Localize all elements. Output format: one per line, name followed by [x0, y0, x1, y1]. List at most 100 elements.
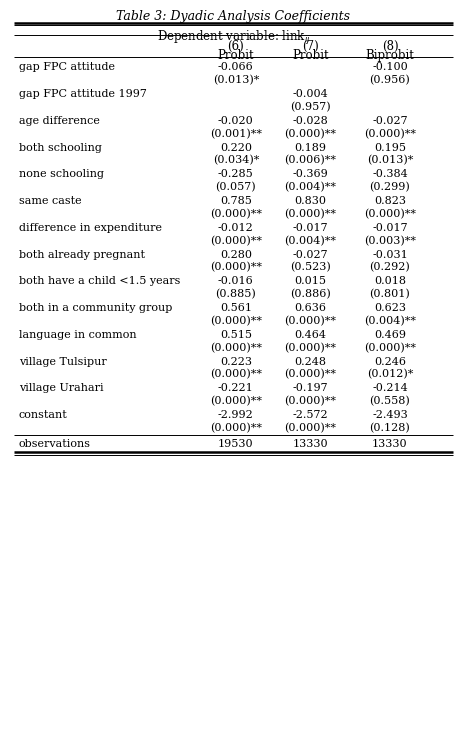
- Text: -0.221: -0.221: [218, 383, 254, 394]
- Text: -0.285: -0.285: [218, 169, 254, 180]
- Text: 0.248: 0.248: [295, 356, 326, 366]
- Text: both have a child <1.5 years: both have a child <1.5 years: [19, 276, 180, 287]
- Text: -0.027: -0.027: [372, 116, 408, 126]
- Text: -2.572: -2.572: [293, 410, 328, 420]
- Text: Table 3: Dyadic Analysis Coefficients: Table 3: Dyadic Analysis Coefficients: [116, 10, 351, 23]
- Text: 19530: 19530: [218, 438, 254, 449]
- Text: (0.003)**: (0.003)**: [364, 235, 416, 246]
- Text: -0.100: -0.100: [372, 62, 408, 73]
- Text: (0.523): (0.523): [290, 262, 331, 273]
- Text: none schooling: none schooling: [19, 169, 104, 180]
- Text: (0.001)**: (0.001)**: [210, 128, 262, 139]
- Text: (0.000)**: (0.000)**: [284, 396, 337, 407]
- Text: (0.128): (0.128): [369, 423, 410, 433]
- Text: 0.220: 0.220: [220, 142, 252, 152]
- Text: (0.000)**: (0.000)**: [284, 316, 337, 326]
- Text: constant: constant: [19, 410, 67, 420]
- Text: 0.018: 0.018: [374, 276, 406, 287]
- Text: 0.830: 0.830: [295, 196, 326, 206]
- Text: (0.000)**: (0.000)**: [284, 369, 337, 380]
- Text: 0.785: 0.785: [220, 196, 252, 206]
- Text: (0.000)**: (0.000)**: [210, 262, 262, 273]
- Text: 0.469: 0.469: [374, 330, 406, 340]
- Text: (0.299): (0.299): [369, 182, 410, 193]
- Text: (0.885): (0.885): [215, 289, 256, 300]
- Text: 0.280: 0.280: [220, 249, 252, 259]
- Text: -0.020: -0.020: [218, 116, 254, 126]
- Text: language in common: language in common: [19, 330, 136, 340]
- Text: 13330: 13330: [372, 438, 408, 449]
- Text: -0.028: -0.028: [293, 116, 328, 126]
- Text: -0.384: -0.384: [372, 169, 408, 180]
- Text: (0.000)**: (0.000)**: [284, 128, 337, 139]
- Text: (0.886): (0.886): [290, 289, 331, 300]
- Text: gap FPC attitude: gap FPC attitude: [19, 62, 115, 73]
- Text: -2.992: -2.992: [218, 410, 254, 420]
- Text: Probit: Probit: [218, 49, 254, 62]
- Text: 0.195: 0.195: [374, 142, 406, 152]
- Text: -0.012: -0.012: [218, 223, 254, 233]
- Text: -0.197: -0.197: [293, 383, 328, 394]
- Text: 0.464: 0.464: [295, 330, 326, 340]
- Text: -0.004: -0.004: [293, 89, 328, 99]
- Text: (7): (7): [302, 40, 319, 54]
- Text: (0.004)**: (0.004)**: [284, 235, 337, 246]
- Text: both in a community group: both in a community group: [19, 303, 172, 313]
- Text: (0.000)**: (0.000)**: [210, 316, 262, 326]
- Text: (0.558): (0.558): [369, 396, 410, 407]
- Text: (0.057): (0.057): [216, 182, 256, 193]
- Text: 0.636: 0.636: [295, 303, 326, 313]
- Text: (0.000)**: (0.000)**: [284, 209, 337, 219]
- Text: observations: observations: [19, 438, 91, 449]
- Text: Probit: Probit: [292, 49, 329, 62]
- Text: age difference: age difference: [19, 116, 99, 126]
- Text: 13330: 13330: [293, 438, 328, 449]
- Text: (0.000)**: (0.000)**: [364, 209, 416, 219]
- Text: Biprobit: Biprobit: [366, 49, 414, 62]
- Text: (0.957): (0.957): [290, 102, 331, 112]
- Text: -2.493: -2.493: [372, 410, 408, 420]
- Text: -0.017: -0.017: [372, 223, 408, 233]
- Text: -0.369: -0.369: [293, 169, 328, 180]
- Text: (0.000)**: (0.000)**: [364, 342, 416, 353]
- Text: difference in expenditure: difference in expenditure: [19, 223, 162, 233]
- Text: (8): (8): [382, 40, 398, 54]
- Text: 0.223: 0.223: [220, 356, 252, 366]
- Text: (0.004)**: (0.004)**: [364, 316, 416, 326]
- Text: both already pregnant: both already pregnant: [19, 249, 145, 259]
- Text: 0.015: 0.015: [295, 276, 326, 287]
- Text: (0.000)**: (0.000)**: [284, 423, 337, 433]
- Text: -0.031: -0.031: [372, 249, 408, 259]
- Text: (0.013)*: (0.013)*: [367, 155, 413, 166]
- Text: (0.000)**: (0.000)**: [284, 342, 337, 353]
- Text: 0.623: 0.623: [374, 303, 406, 313]
- Text: gap FPC attitude 1997: gap FPC attitude 1997: [19, 89, 147, 99]
- Text: 0.515: 0.515: [220, 330, 252, 340]
- Text: (0.000)**: (0.000)**: [210, 423, 262, 433]
- Text: (0.292): (0.292): [369, 262, 410, 273]
- Text: -0.066: -0.066: [218, 62, 254, 73]
- Text: (0.000)**: (0.000)**: [364, 128, 416, 139]
- Text: -0.027: -0.027: [293, 249, 328, 259]
- Text: (0.000)**: (0.000)**: [210, 235, 262, 246]
- Text: (0.012)*: (0.012)*: [367, 369, 413, 380]
- Text: (0.013)*: (0.013)*: [212, 75, 259, 86]
- Text: 0.823: 0.823: [374, 196, 406, 206]
- Text: (0.000)**: (0.000)**: [210, 369, 262, 380]
- Text: village Tulsipur: village Tulsipur: [19, 356, 106, 366]
- Text: 0.561: 0.561: [220, 303, 252, 313]
- Text: (0.000)**: (0.000)**: [210, 209, 262, 219]
- Text: 0.189: 0.189: [295, 142, 326, 152]
- Text: -0.017: -0.017: [293, 223, 328, 233]
- Text: (0.801): (0.801): [369, 289, 410, 300]
- Text: (0.000)**: (0.000)**: [210, 396, 262, 407]
- Text: 0.246: 0.246: [374, 356, 406, 366]
- Text: village Urahari: village Urahari: [19, 383, 103, 394]
- Text: -0.016: -0.016: [218, 276, 254, 287]
- Text: (0.000)**: (0.000)**: [210, 342, 262, 353]
- Text: (0.034)*: (0.034)*: [212, 155, 259, 166]
- Text: (6): (6): [227, 40, 244, 54]
- Text: both schooling: both schooling: [19, 142, 101, 152]
- Text: (0.006)**: (0.006)**: [284, 155, 337, 166]
- Text: -0.214: -0.214: [372, 383, 408, 394]
